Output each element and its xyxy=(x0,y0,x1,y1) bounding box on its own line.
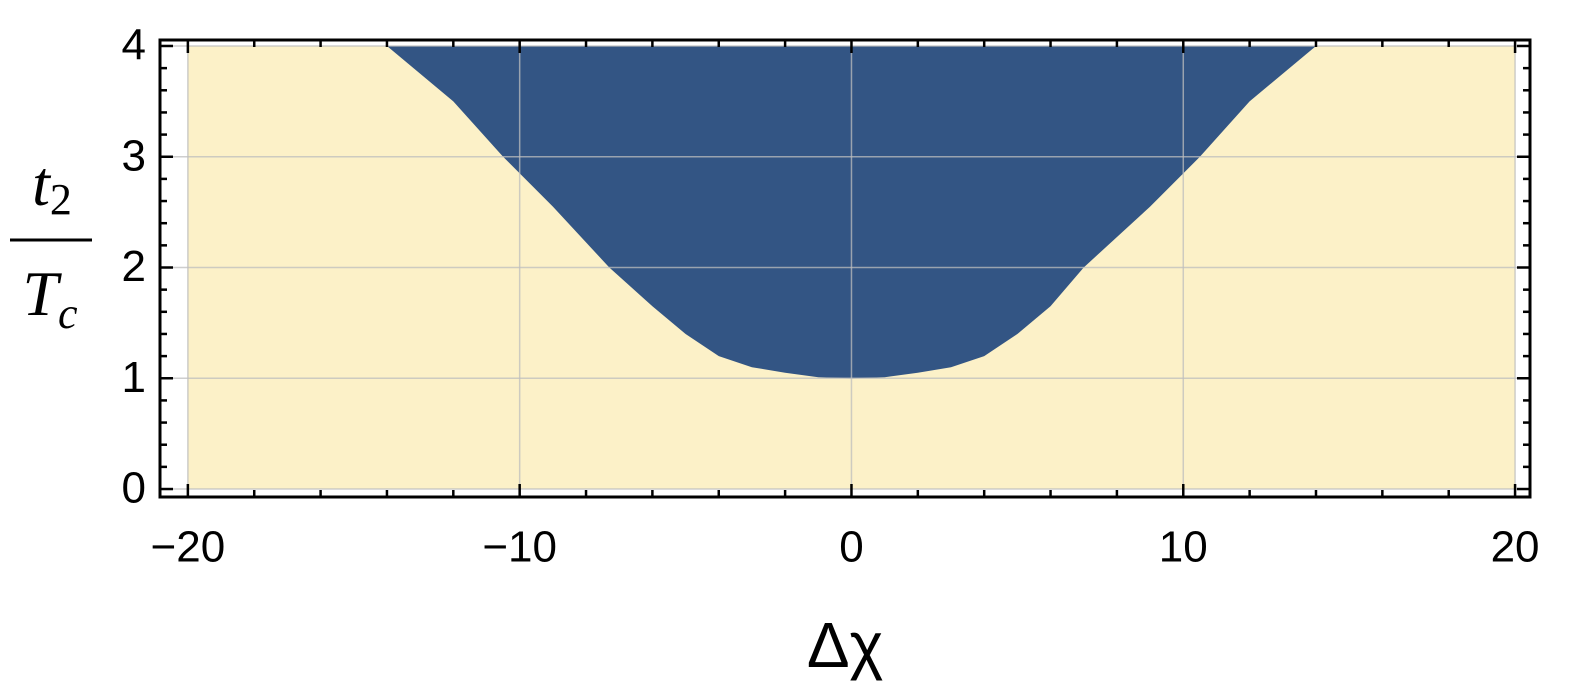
x-tick-label: 10 xyxy=(1159,523,1208,572)
y-tick-label: 0 xyxy=(122,464,146,513)
y-axis-label-denominator: Tc xyxy=(22,258,78,338)
x-tick-label: −20 xyxy=(151,523,226,572)
y-tick-label: 4 xyxy=(122,21,146,70)
y-tick-label: 1 xyxy=(122,353,146,402)
y-label-num-sub: 2 xyxy=(50,175,72,224)
x-tick-label: −10 xyxy=(482,523,557,572)
y-label-den: T xyxy=(22,258,62,329)
y-label-num: t xyxy=(32,148,52,219)
x-axis-label-text: Δχ xyxy=(807,609,883,681)
y-axis-label-numerator: t2 xyxy=(32,148,72,224)
y-tick-label: 2 xyxy=(122,242,146,291)
x-tick-label: 20 xyxy=(1491,523,1540,572)
y-tick-label: 3 xyxy=(122,131,146,180)
y-label-den-sub: c xyxy=(58,289,78,338)
x-tick-label: 0 xyxy=(839,523,863,572)
x-axis-label: Δχ xyxy=(807,609,883,681)
